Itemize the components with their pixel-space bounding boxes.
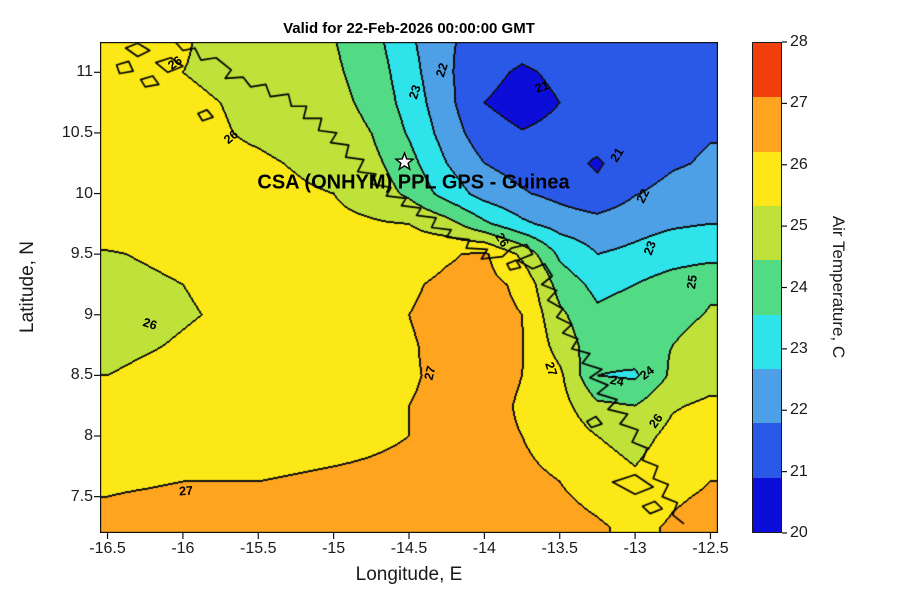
y-tick-label: 8 <box>84 427 93 444</box>
x-tick-label: -13.5 <box>541 540 578 557</box>
contour-field-canvas <box>100 42 718 533</box>
y-tick-label: 11 <box>76 63 93 81</box>
y-tick-label: 10.5 <box>61 123 93 141</box>
colorbar-tick-label: 22 <box>790 401 808 419</box>
colorbar-tick-label: 20 <box>790 524 808 541</box>
colorbar-segment <box>753 151 781 206</box>
colorbar-segment <box>753 314 781 369</box>
x-tick-label: -15 <box>322 540 346 557</box>
x-tick-label: -12.5 <box>692 540 729 557</box>
x-axis-label: Longitude, E <box>355 564 463 585</box>
contour-label: 27 <box>178 483 194 499</box>
y-axis-label: Latitude, N <box>17 241 38 333</box>
colorbar <box>752 42 782 533</box>
colorbar-segment <box>753 43 781 98</box>
colorbar-segment <box>753 477 781 532</box>
x-tick-label: -16 <box>171 540 195 557</box>
plot-title: Valid for 22-Feb-2026 00:00:00 GMT <box>283 20 535 37</box>
y-tick-label: 7.5 <box>70 487 93 505</box>
colorbar-segment <box>753 205 781 261</box>
colorbar-label: Air Temperature, C <box>829 215 848 359</box>
x-tick-label: -14 <box>472 540 496 557</box>
x-tick-label: -16.5 <box>89 540 126 557</box>
x-tick-label: -15.5 <box>240 540 277 557</box>
y-tick-label: 8.5 <box>70 366 93 384</box>
colorbar-segment <box>753 97 781 152</box>
y-tick-label: 9 <box>84 305 93 323</box>
colorbar-tick-label: 24 <box>790 278 808 296</box>
y-tick-label: 10 <box>75 184 93 202</box>
annotation-text: CSA (ONHYM) PPL GPS - Guinea <box>257 171 570 194</box>
x-tick-label: -13 <box>623 540 647 557</box>
colorbar-tick-label: 26 <box>790 155 808 173</box>
colorbar-segment <box>753 260 781 315</box>
colorbar-tick-label: 23 <box>790 339 808 357</box>
colorbar-tick-label: 25 <box>790 217 808 235</box>
colorbar-tick-label: 27 <box>790 94 808 112</box>
colorbar-tick-label: 21 <box>790 462 808 480</box>
y-tick-label: 9.5 <box>70 245 93 263</box>
x-tick-label: -14.5 <box>390 540 428 557</box>
contour-label: 25 <box>684 274 701 290</box>
colorbar-tick-label: 28 <box>790 33 808 50</box>
colorbar-segment <box>753 423 781 478</box>
colorbar-segment <box>753 368 781 424</box>
